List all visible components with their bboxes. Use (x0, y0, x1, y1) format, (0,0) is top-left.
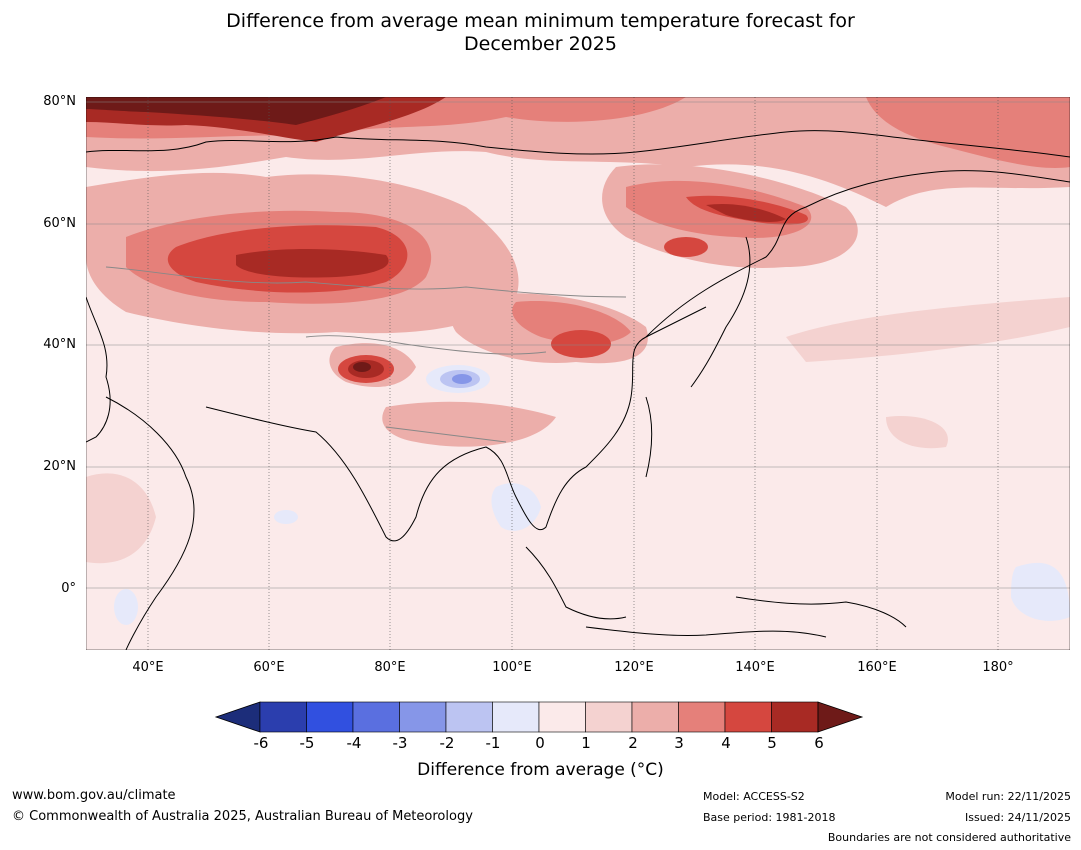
anomaly-arctic-extreme (86, 97, 386, 125)
tick-minus-6: -6 (253, 734, 269, 752)
anomaly-kazakh-core (236, 249, 389, 278)
coast-indonesia (585, 626, 827, 638)
anomaly-himalaya (382, 401, 556, 447)
anomaly-arabian-sea-cool (274, 510, 298, 524)
border-russia-south (105, 266, 627, 298)
chart-title: Difference from average mean minimum tem… (0, 10, 1081, 56)
coast-taiwan-philippines (645, 396, 653, 478)
footer-model-run: Model run: 22/11/2025 (945, 790, 1071, 803)
map-grid (86, 101, 1070, 589)
lat-label-equator: 0° (61, 581, 76, 596)
lon-label-100e: 100°E (492, 660, 532, 675)
tick-2: 2 (628, 734, 638, 752)
lon-label-80e: 80°E (374, 660, 406, 675)
footer-base-period: Base period: 1981-2018 (703, 811, 836, 824)
lat-label-80n: 80°N (43, 94, 76, 109)
borders (105, 266, 627, 443)
tick-minus-1: -1 (485, 734, 501, 752)
tick-6: 6 (814, 734, 824, 752)
coastlines (86, 130, 1070, 650)
colorbar-swatch (631, 701, 679, 733)
title-line-2: December 2025 (464, 33, 617, 55)
coast-arabia (105, 396, 195, 650)
colorbar-swatch (492, 701, 540, 733)
anomaly-karakoram-peak (353, 362, 371, 372)
border-himalaya (385, 426, 507, 443)
footer-disclaimer: Boundaries are not considered authoritat… (827, 831, 1071, 844)
anomaly-africa-cool (114, 589, 138, 625)
coast-south-asia (205, 306, 707, 542)
lat-label-60n: 60°N (43, 216, 76, 231)
coast-east-asia (645, 170, 1070, 338)
colorbar-extend-high (817, 701, 864, 733)
footer-issued: Issued: 24/11/2025 (964, 811, 1071, 824)
footer-model: Model: ACCESS-S2 (703, 790, 805, 803)
lon-label-120e: 120°E (614, 660, 654, 675)
colorbar-swatch (399, 701, 447, 733)
colorbar-swatch (259, 701, 307, 733)
anomaly-indochina-cool (491, 483, 541, 531)
colorbar-swatch (585, 701, 633, 733)
colorbar-swatch (445, 701, 493, 733)
colorbar-swatch (306, 701, 354, 733)
tick-minus-5: -5 (299, 734, 315, 752)
anomaly-arabia-mild (86, 473, 156, 564)
anomaly-amur-core (706, 203, 786, 222)
footer-website[interactable]: www.bom.gov.au/climate (12, 788, 176, 803)
lon-label-180: 180° (982, 660, 1014, 675)
tick-3: 3 (674, 734, 684, 752)
lat-label-20n: 20°N (43, 459, 76, 474)
anomaly-ordos-warm (512, 301, 631, 344)
tick-1: 1 (581, 734, 591, 752)
anomaly-ordos-strong (551, 330, 611, 358)
colorbar (214, 701, 864, 733)
tick-minus-4: -4 (346, 734, 362, 752)
colorbar-extend-low (214, 701, 261, 733)
colorbar-swatch (352, 701, 400, 733)
map-meridians (147, 97, 999, 650)
lon-label-60e: 60°E (253, 660, 285, 675)
anomaly-tibet-cool-core (452, 374, 472, 384)
border-central-asia (305, 335, 547, 355)
coast-arctic (86, 130, 1070, 158)
lat-label-40n: 40°N (43, 337, 76, 352)
colorbar-label: Difference from average (°C) (417, 760, 664, 780)
tick-minus-2: -2 (439, 734, 455, 752)
coast-japan (690, 236, 751, 388)
lon-label-140e: 140°E (735, 660, 775, 675)
lon-label-160e: 160°E (857, 660, 897, 675)
tick-5: 5 (767, 734, 777, 752)
coast-new-guinea (735, 596, 907, 628)
anomaly-pacific-cool (1011, 562, 1070, 621)
forecast-map (86, 97, 1070, 650)
lon-label-40e: 40°E (132, 660, 164, 675)
colorbar-swatch (538, 701, 586, 733)
coast-middle-east (86, 296, 111, 443)
footer-copyright: © Commonwealth of Australia 2025, Austra… (12, 809, 473, 824)
anomaly-manchuria (664, 237, 708, 257)
tick-0: 0 (535, 734, 545, 752)
colorbar-swatch (678, 701, 726, 733)
tick-4: 4 (721, 734, 731, 752)
colorbar-swatch (724, 701, 772, 733)
colorbar-swatch (771, 701, 819, 733)
tick-minus-3: -3 (392, 734, 408, 752)
anomaly-north-pacific-mild (786, 297, 1070, 362)
coast-malay (525, 546, 627, 620)
anomaly-fields (86, 97, 1070, 625)
title-line-1: Difference from average mean minimum tem… (226, 10, 855, 32)
anomaly-west-pacific-mild (886, 416, 948, 449)
